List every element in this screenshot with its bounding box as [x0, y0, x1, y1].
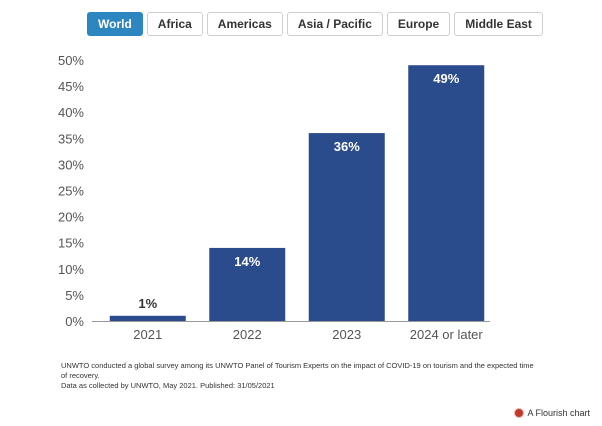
bar-2023 — [308, 133, 385, 321]
tab-asia-pacific[interactable]: Asia / Pacific — [286, 12, 383, 36]
bar-chart: 0% 5% 10% 15% 20% 25% 30% 35% 40% 45% 50% 1% 2021 14%… — [58, 53, 490, 342]
region-tabs: World Africa Americas Asia / Pacific Eur… — [87, 12, 543, 36]
tab-world[interactable]: World — [87, 12, 143, 36]
bar-2021 — [109, 315, 186, 321]
footnote-survey: UNWTO conducted a global survey among it… — [61, 361, 534, 380]
y-tick-label: 10% — [58, 262, 84, 277]
data-label: 36% — [334, 139, 360, 154]
x-tick-label: 2024 or later — [410, 327, 484, 342]
y-tick-label: 40% — [58, 105, 84, 120]
y-tick-label: 35% — [58, 131, 84, 146]
x-tick-label: 2022 — [233, 327, 262, 342]
tab-middle-east[interactable]: Middle East — [454, 12, 543, 36]
y-tick-label: 50% — [58, 53, 84, 68]
x-tick-label: 2021 — [133, 327, 162, 342]
y-tick-label: 30% — [58, 157, 84, 172]
data-label: 49% — [433, 71, 459, 86]
y-tick-label: 25% — [58, 184, 84, 199]
flourish-credit[interactable]: A Flourish chart — [515, 408, 590, 418]
data-label: 14% — [234, 254, 260, 269]
y-tick-label: 5% — [65, 288, 84, 303]
chart-footnote: UNWTO conducted a global survey among it… — [61, 361, 541, 391]
y-tick-label: 0% — [65, 314, 84, 329]
data-label: 1% — [138, 296, 157, 311]
y-tick-label: 20% — [58, 210, 84, 225]
flourish-credit-label: A Flourish chart — [527, 408, 590, 418]
tab-americas[interactable]: Americas — [206, 12, 283, 36]
x-tick-label: 2023 — [332, 327, 361, 342]
bar-2022 — [209, 247, 286, 321]
tab-europe[interactable]: Europe — [386, 12, 451, 36]
flourish-logo-icon — [515, 409, 524, 417]
y-tick-label: 15% — [58, 236, 84, 251]
bar-2024-or-later — [408, 65, 485, 321]
y-tick-label: 45% — [58, 79, 84, 94]
footnote-source: Data as collected by UNWTO, May 2021. Pu… — [61, 381, 275, 390]
tab-africa[interactable]: Africa — [146, 12, 203, 36]
cropped-title-remnant — [0, 0, 602, 6]
